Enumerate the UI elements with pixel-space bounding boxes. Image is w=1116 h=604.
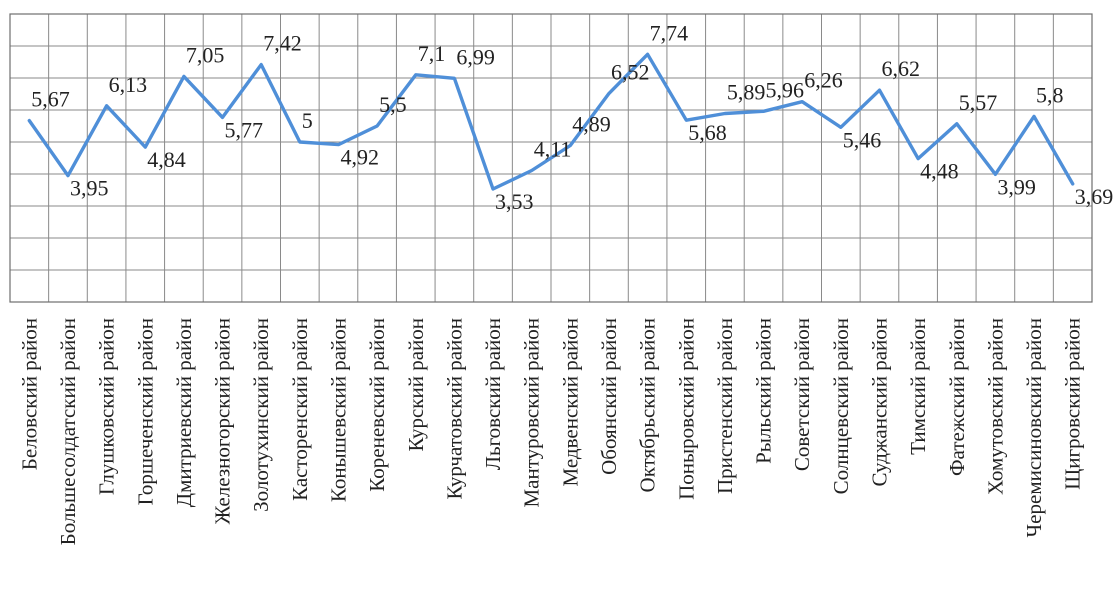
category-label: Тимский район (906, 318, 930, 455)
category-label: Суджанский район (868, 318, 892, 486)
category-label: Пристенский район (713, 318, 737, 494)
data-label: 7,74 (650, 20, 689, 45)
category-label: Железногорский район (211, 318, 235, 524)
data-label: 6,26 (804, 68, 843, 93)
data-label: 4,48 (920, 159, 959, 184)
data-label: 5,68 (688, 120, 727, 145)
data-label: 4,84 (147, 147, 186, 172)
category-label: Рыльский район (752, 318, 776, 464)
category-label: Кореневский район (365, 318, 389, 492)
category-label: Октябрьский район (636, 318, 660, 492)
category-label: Беловский район (17, 318, 41, 470)
data-label: 4,89 (572, 112, 611, 137)
data-label: 5,89 (727, 80, 766, 105)
data-label: 3,99 (997, 174, 1036, 199)
data-label: 5,96 (766, 77, 805, 102)
category-label: Горшеченский район (133, 318, 157, 505)
category-labels: Беловский район Большесолдатский район Глу… (17, 318, 1084, 545)
data-label: 3,53 (495, 189, 534, 214)
data-label: 5,5 (379, 92, 407, 117)
category-label: Медвенский район (558, 318, 582, 487)
data-label: 6,62 (882, 56, 921, 81)
series-line (27, 52, 1075, 191)
data-label: 7,05 (186, 42, 225, 67)
category-label: Большесолдатский район (56, 318, 80, 545)
data-label: 6,99 (456, 44, 495, 69)
data-label: 3,95 (70, 176, 109, 201)
data-labels: 5,67 3,95 6,13 4,84 7,05 5,77 7,42 5 4,92 5,5 7,1 6… (31, 20, 1113, 214)
category-label: Курчатовский район (442, 318, 466, 499)
data-label: 6,13 (109, 72, 148, 97)
data-label: 5,67 (31, 87, 70, 112)
category-label: Конышевский район (327, 318, 351, 502)
data-label: 7,42 (263, 31, 302, 56)
data-label: 3,69 (1075, 184, 1114, 209)
category-label: Обоянский район (597, 318, 621, 475)
category-label: Курский район (404, 318, 428, 451)
category-label: Льговский район (481, 318, 505, 470)
category-label: Советский район (790, 318, 814, 471)
category-label: Глушковский район (95, 318, 119, 495)
category-label: Поныровский район (674, 318, 698, 500)
data-label: 4,92 (341, 145, 380, 170)
category-label: Дмитриевский район (172, 318, 196, 507)
data-label: 5,77 (225, 117, 264, 142)
data-label: 5 (302, 108, 313, 133)
data-label: 6,52 (611, 59, 650, 84)
grid (10, 14, 1092, 302)
data-label: 5,8 (1036, 82, 1064, 107)
category-label: Солнцевский район (829, 318, 853, 494)
plot-frame (9, 13, 1093, 303)
category-label: Щигровский район (1061, 318, 1085, 490)
category-label: Хомутовский район (983, 318, 1007, 495)
category-label: Мантуровский район (520, 318, 544, 507)
category-label: Фатежский район (945, 318, 969, 476)
category-label: Касторенский район (288, 318, 312, 501)
data-label: 5,57 (959, 90, 998, 115)
category-label: Золотухинский район (249, 318, 273, 512)
category-label: Черемисиновский район (1022, 318, 1046, 537)
data-label: 4,11 (534, 137, 572, 162)
data-label: 5,46 (843, 127, 882, 152)
data-label: 7,1 (418, 41, 446, 66)
